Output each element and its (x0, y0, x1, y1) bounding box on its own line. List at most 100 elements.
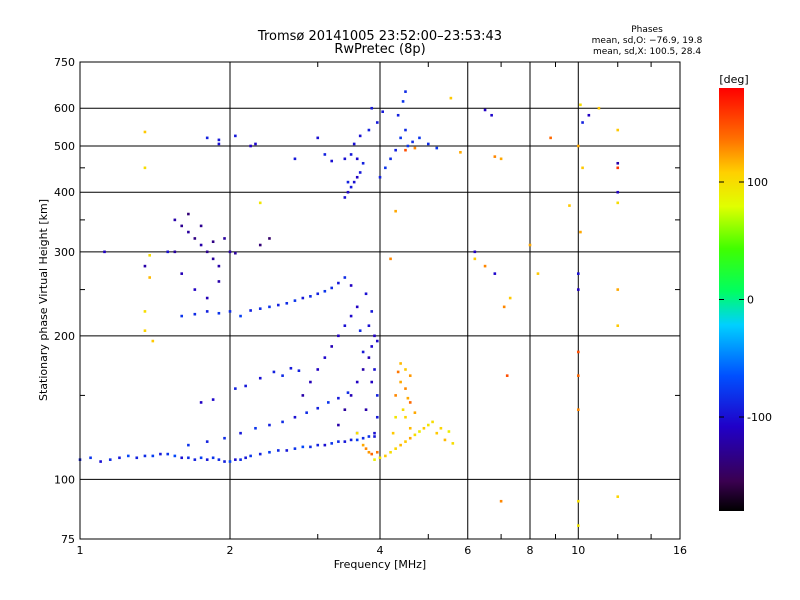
y-tick-label: 200 (54, 330, 75, 343)
x-tick-label: 10 (571, 544, 585, 557)
data-point (389, 450, 392, 454)
data-point (355, 438, 359, 442)
data-point (361, 368, 365, 371)
data-point (234, 251, 237, 255)
data-point (143, 454, 147, 458)
data-point (180, 224, 184, 228)
data-point (118, 456, 121, 460)
data-point (391, 431, 395, 435)
plot-frame (79, 61, 681, 540)
data-point (401, 100, 405, 103)
data-point (349, 314, 353, 318)
x-tick-label: 1 (77, 544, 84, 557)
y-tick-label: 750 (54, 56, 75, 69)
data-point (205, 296, 209, 300)
data-point (447, 430, 451, 433)
data-point (337, 423, 340, 427)
tick-marks (80, 62, 680, 539)
data-point (180, 272, 184, 275)
data-point (443, 438, 447, 442)
data-point (399, 136, 402, 140)
y-tick-label: 75 (61, 533, 75, 546)
data-point (301, 394, 305, 397)
data-point (316, 406, 320, 410)
data-point (399, 443, 402, 447)
data-point (166, 250, 170, 254)
data-point (305, 411, 308, 414)
x-axis-label: Frequency [MHz] (334, 558, 426, 571)
data-point (143, 310, 147, 313)
data-point (616, 495, 620, 498)
data-point (327, 401, 330, 404)
data-point (355, 305, 359, 309)
data-point (239, 458, 242, 461)
data-point (375, 415, 379, 419)
data-point (426, 142, 430, 146)
data-point (493, 155, 497, 158)
data-point (193, 312, 197, 316)
data-point (404, 368, 407, 371)
data-point (361, 443, 365, 447)
data-point (549, 136, 552, 140)
data-point (89, 456, 92, 460)
data-point (268, 237, 271, 240)
data-point (187, 456, 190, 460)
data-point (483, 108, 487, 112)
data-point (234, 387, 237, 390)
data-point (408, 401, 412, 404)
data-point (330, 345, 334, 348)
data-point (143, 329, 147, 332)
data-point (180, 314, 184, 318)
data-point (384, 454, 387, 458)
y-tick-label: 500 (54, 140, 75, 153)
data-point (187, 230, 190, 234)
data-point (217, 138, 221, 142)
data-point (108, 458, 112, 461)
data-point (135, 456, 139, 460)
data-point (396, 370, 400, 374)
data-point (148, 253, 152, 257)
data-point (193, 288, 197, 291)
data-point (616, 128, 620, 132)
data-point (330, 286, 334, 290)
data-point (346, 391, 350, 394)
data-point (217, 458, 221, 461)
data-point (217, 264, 221, 268)
data-point (370, 310, 374, 313)
data-point (223, 237, 226, 240)
data-point (408, 374, 412, 377)
data-point (616, 190, 620, 194)
chart-subtitle: RwPretec (8p) (334, 42, 425, 57)
data-point (367, 128, 371, 132)
data-point (373, 368, 376, 371)
data-point (143, 264, 147, 268)
data-point (473, 257, 477, 261)
data-point (343, 408, 347, 412)
data-point (211, 456, 215, 460)
chart-title: Tromsø 20141005 23:52:00–23:53:43 (257, 29, 502, 44)
data-point (396, 113, 400, 117)
data-point (367, 450, 371, 454)
data-point (330, 442, 334, 445)
data-point (459, 151, 462, 154)
data-point (404, 415, 407, 419)
data-point (268, 423, 271, 427)
data-point (418, 430, 421, 433)
data-point (323, 153, 327, 156)
data-point (199, 224, 203, 228)
data-point (293, 157, 297, 161)
x-tick-labels: 1 2 4 6 8 10 16 (77, 544, 688, 557)
data-point (426, 423, 430, 427)
colorbar-ticks: 100 0 -100 (719, 176, 772, 424)
data-point (413, 146, 417, 150)
data-point (536, 272, 540, 275)
y-tick-label: 400 (54, 186, 75, 199)
data-point (239, 314, 242, 318)
data-point (323, 443, 327, 447)
data-point (205, 136, 209, 140)
data-point (616, 166, 620, 170)
data-point (389, 257, 392, 261)
data-point (234, 458, 237, 461)
data-point (616, 324, 620, 328)
data-point (217, 142, 221, 146)
